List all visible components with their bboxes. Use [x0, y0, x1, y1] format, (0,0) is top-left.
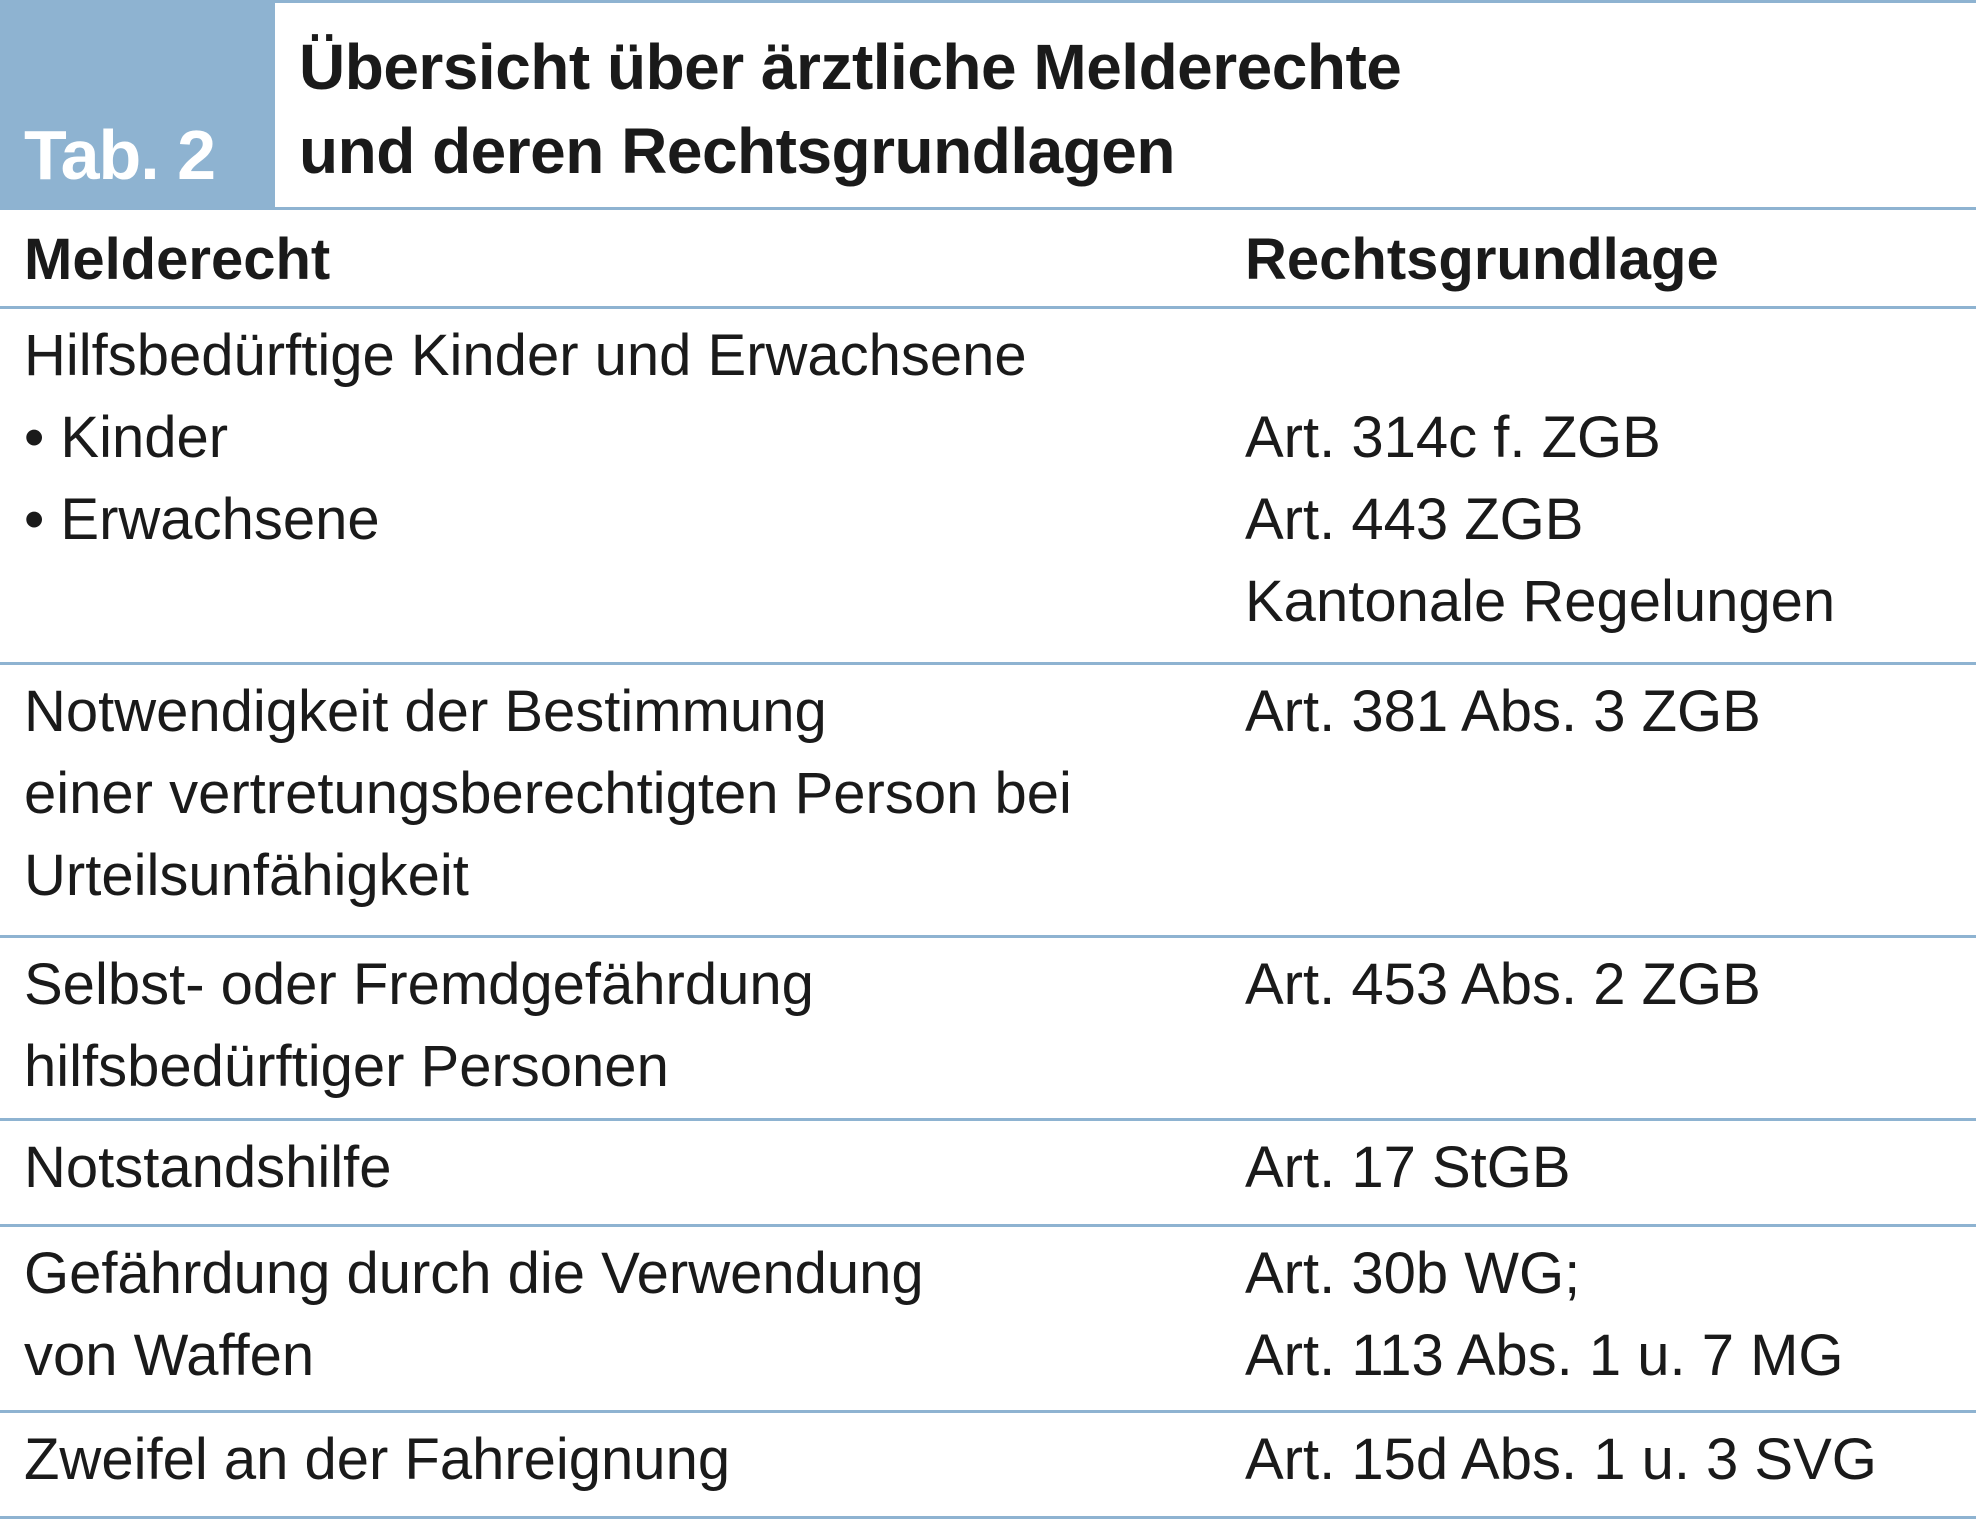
bullet-item: Kinder: [24, 397, 1204, 479]
cell-line: Art. 314c f. ZGB: [1245, 405, 1661, 470]
table-row: Gefährdung durch die Verwendung von Waff…: [0, 1227, 1976, 1413]
column-header-rechtsgrundlage: Rechtsgrundlage: [1245, 227, 1719, 292]
table-header-row: Melderecht Rechtsgrundlage: [0, 210, 1976, 309]
table-row: Selbst- oder Fremdgefährdung hilfsbedürf…: [0, 938, 1976, 1121]
title-line-2: und deren Rechtsgrundlagen: [299, 115, 1175, 187]
tab-label: Tab. 2: [24, 116, 216, 194]
cell-line: Notwendigkeit der Bestimmung: [24, 679, 827, 744]
column-header-melderecht: Melderecht: [24, 227, 331, 292]
rechtsgrundlage-cell: Art. 17 StGB: [1245, 1127, 1965, 1209]
cell-line: Zweifel an der Fahreignung: [24, 1427, 731, 1492]
cell-line: Art. 30b WG;: [1245, 1241, 1581, 1306]
melderecht-cell: Notwendigkeit der Bestimmung einer vertr…: [24, 671, 1204, 917]
rechtsgrundlage-cell: Art. 30b WG; Art. 113 Abs. 1 u. 7 MG: [1245, 1233, 1965, 1397]
melderecht-cell: Notstandshilfe: [24, 1127, 1204, 1209]
melderecht-cell: Selbst- oder Fremdgefährdung hilfsbedürf…: [24, 944, 1204, 1108]
cell-line: einer vertretungsberechtigten Person bei: [24, 761, 1072, 826]
rechtsgrundlage-cell: Art. 314c f. ZGB Art. 443 ZGB Kantonale …: [1245, 397, 1965, 643]
melderecht-cell: Hilfsbedürftige Kinder und Erwachsene Ki…: [24, 315, 1204, 561]
tab-label-box: Tab. 2: [0, 3, 275, 207]
cell-line: Hilfsbedürftige Kinder und Erwachsene: [24, 323, 1027, 388]
cell-line: hilfsbedürftiger Personen: [24, 1034, 669, 1099]
table: Melderecht Rechtsgrundlage Hilfsbedürfti…: [0, 210, 1976, 1519]
table-title: Übersicht über ärztliche Melderechte und…: [275, 3, 1402, 207]
table-row: Hilfsbedürftige Kinder und Erwachsene Ki…: [0, 309, 1976, 665]
cell-line: Art. 381 Abs. 3 ZGB: [1245, 679, 1761, 744]
melderecht-cell: Zweifel an der Fahreignung: [24, 1419, 1204, 1501]
cell-line: Gefährdung durch die Verwendung: [24, 1241, 924, 1306]
cell-line: Notstandshilfe: [24, 1135, 392, 1200]
bullet-item: Erwachsene: [24, 479, 1204, 561]
cell-line: Art. 15d Abs. 1 u. 3 SVG: [1245, 1427, 1877, 1492]
rechtsgrundlage-cell: Art. 381 Abs. 3 ZGB: [1245, 671, 1965, 753]
cell-line: Art. 113 Abs. 1 u. 7 MG: [1245, 1323, 1844, 1388]
cell-line: Kantonale Regelungen: [1245, 569, 1836, 634]
table-row: Zweifel an der Fahreignung Art. 15d Abs.…: [0, 1413, 1976, 1519]
table-row: Notstandshilfe Art. 17 StGB: [0, 1121, 1976, 1227]
rechtsgrundlage-cell: Art. 453 Abs. 2 ZGB: [1245, 944, 1965, 1026]
cell-line: Art. 453 Abs. 2 ZGB: [1245, 952, 1761, 1017]
cell-line: Selbst- oder Fremdgefährdung: [24, 952, 814, 1017]
rechtsgrundlage-cell: Art. 15d Abs. 1 u. 3 SVG: [1245, 1419, 1965, 1501]
cell-line: Urteilsunfähigkeit: [24, 843, 469, 908]
cell-line: Art. 443 ZGB: [1245, 487, 1584, 552]
cell-line: Art. 17 StGB: [1245, 1135, 1571, 1200]
cell-line: von Waffen: [24, 1323, 315, 1388]
melderecht-cell: Gefährdung durch die Verwendung von Waff…: [24, 1233, 1204, 1397]
table-header-band: Tab. 2 Übersicht über ärztliche Melderec…: [0, 0, 1976, 210]
title-line-1: Übersicht über ärztliche Melderechte: [299, 31, 1402, 103]
table-row: Notwendigkeit der Bestimmung einer vertr…: [0, 665, 1976, 938]
